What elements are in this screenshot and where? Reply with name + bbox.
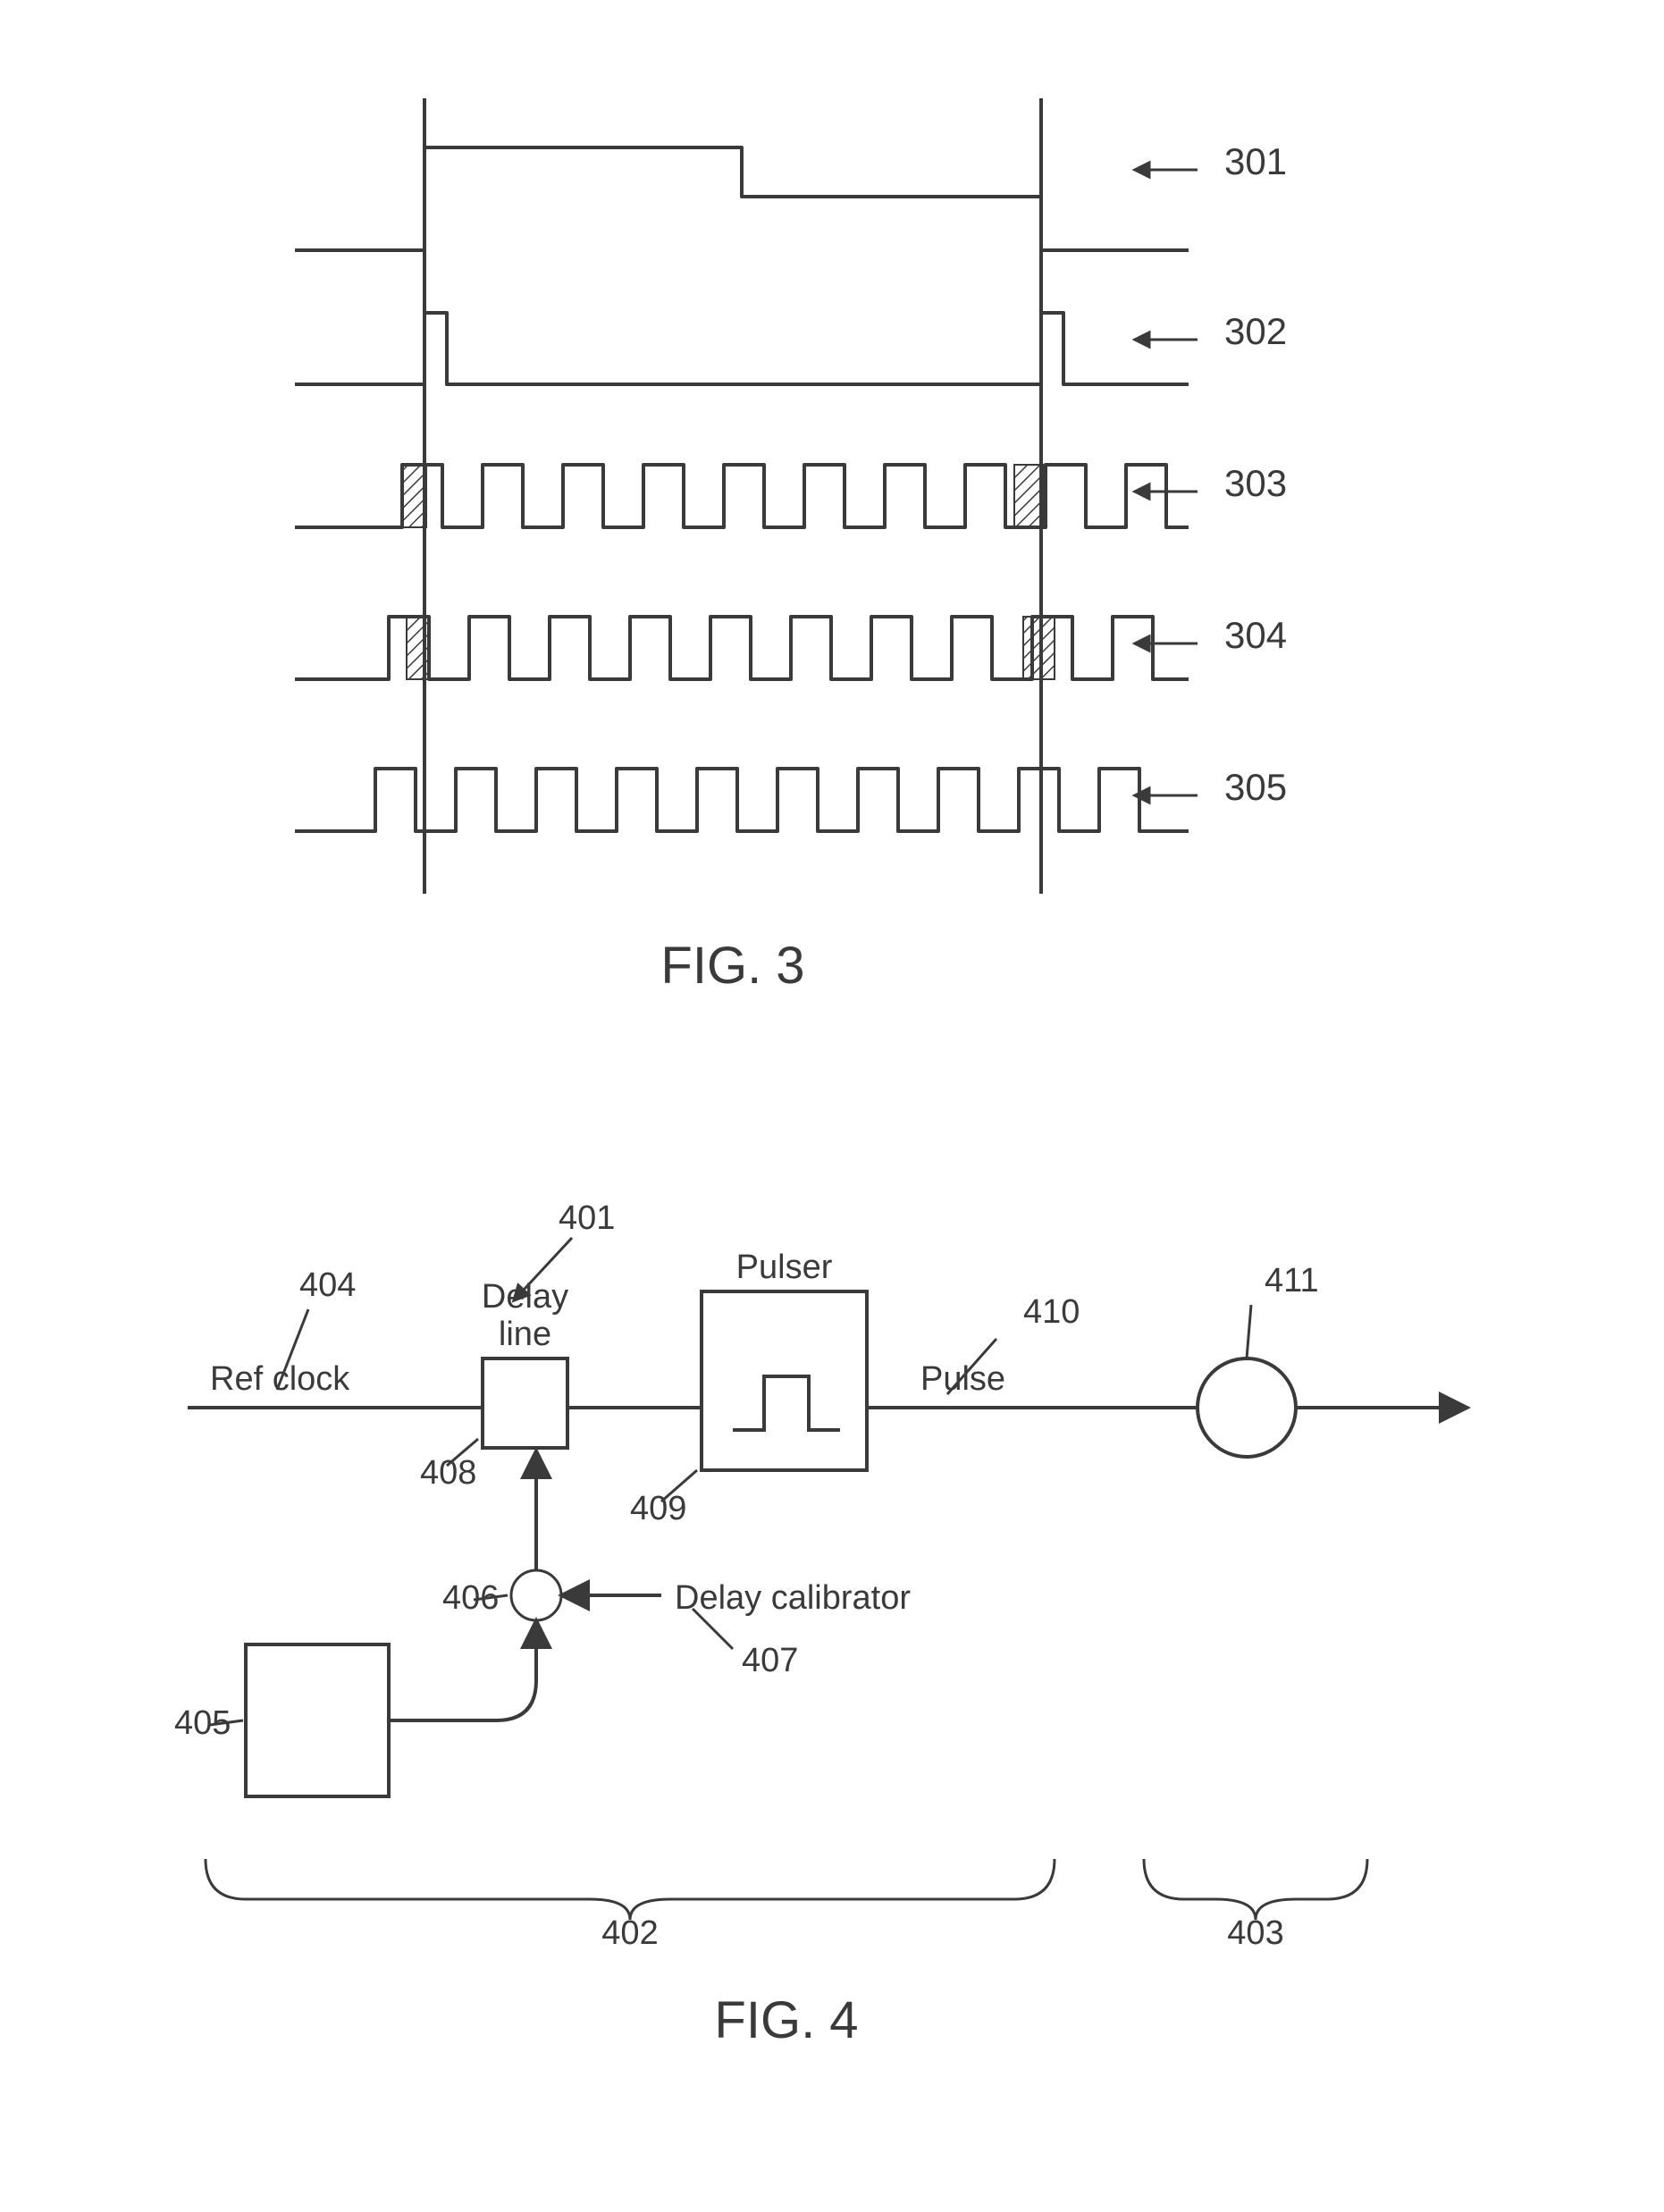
brace-402 bbox=[206, 1859, 1055, 1920]
text-407: Delay calibrator bbox=[675, 1579, 911, 1617]
ref-405: 405 bbox=[174, 1704, 231, 1742]
hatch-303-1 bbox=[1014, 465, 1043, 527]
out-411 bbox=[1198, 1358, 1296, 1457]
ref-408: 408 bbox=[420, 1454, 476, 1492]
hatch-304-1 bbox=[1023, 617, 1055, 679]
delay-line-box bbox=[483, 1358, 567, 1448]
leader-411 bbox=[1247, 1305, 1251, 1358]
ref-411: 411 bbox=[1265, 1262, 1319, 1299]
pulser-label: Pulser bbox=[736, 1249, 833, 1286]
ref-409: 409 bbox=[630, 1490, 686, 1527]
hatch-304-0 bbox=[407, 617, 429, 679]
ref-401: 401 bbox=[559, 1199, 615, 1237]
delay-line-label-0: Delay bbox=[482, 1278, 568, 1316]
fig4-caption: FIG. 4 bbox=[714, 1991, 858, 2049]
ref-410: 410 bbox=[1023, 1293, 1080, 1331]
sum-406 bbox=[511, 1570, 561, 1620]
fig3: 301 302 303 304 305 FIG. 3 bbox=[295, 98, 1287, 995]
brace-403 bbox=[1144, 1859, 1367, 1920]
label-305: 305 bbox=[1224, 766, 1287, 808]
fig3-caption: FIG. 3 bbox=[660, 937, 804, 995]
ref-406: 406 bbox=[442, 1579, 499, 1617]
box-405 bbox=[246, 1644, 389, 1796]
label-302: 302 bbox=[1224, 310, 1287, 352]
ref-404: 404 bbox=[299, 1266, 356, 1304]
brace-label-402: 402 bbox=[601, 1914, 658, 1952]
signal-302 bbox=[295, 313, 1189, 384]
wire-405_to_406 bbox=[389, 1622, 536, 1720]
text-410: Pulse bbox=[920, 1360, 1005, 1398]
brace-label-403: 403 bbox=[1227, 1914, 1283, 1952]
hatch-303-0 bbox=[402, 465, 426, 527]
delay-line-label-1: line bbox=[499, 1316, 551, 1353]
pulser-glyph bbox=[733, 1376, 840, 1430]
signal-301 bbox=[295, 147, 1189, 250]
label-304: 304 bbox=[1224, 614, 1287, 656]
signal-303 bbox=[295, 465, 1189, 527]
fig4: Delayline Pulser 401 404 Ref clock 410 Pulse 41… bbox=[174, 1199, 1466, 2049]
label-303: 303 bbox=[1224, 462, 1287, 504]
ref-407: 407 bbox=[742, 1642, 798, 1679]
label-301: 301 bbox=[1224, 140, 1287, 182]
pulser-box bbox=[702, 1291, 867, 1470]
text-404: Ref clock bbox=[210, 1360, 350, 1398]
signal-305 bbox=[295, 769, 1189, 831]
